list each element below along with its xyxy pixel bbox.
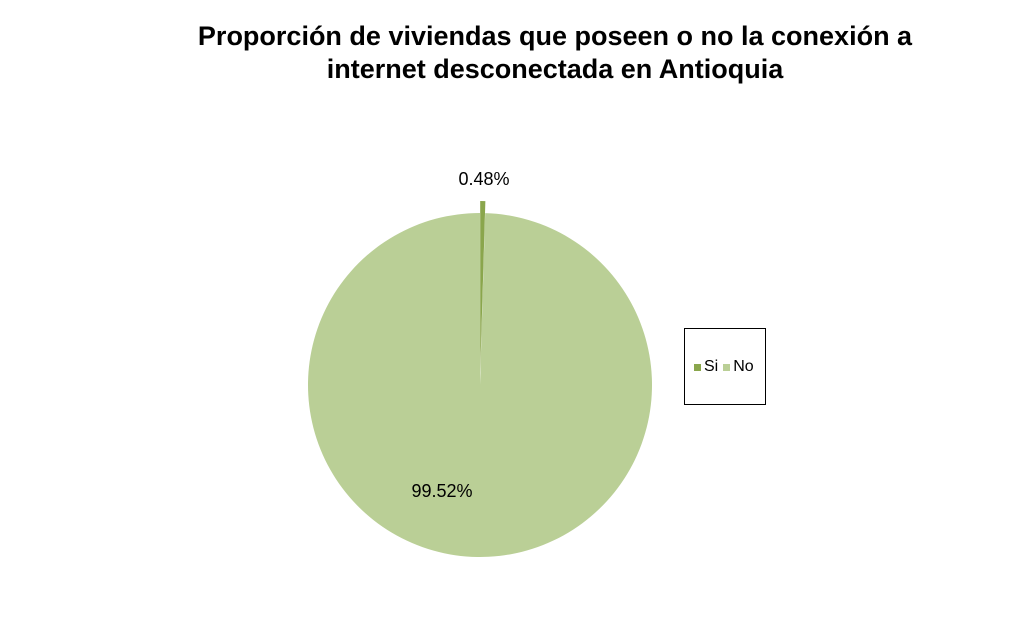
chart-title-line-2: internet desconectada en Antioquia	[326, 54, 784, 84]
legend-item-si: Si	[694, 358, 718, 376]
legend-label-si: Si	[704, 358, 719, 375]
legend-swatch-no	[723, 363, 731, 371]
legend-item-no: No	[723, 358, 754, 376]
pie-slice-si	[480, 201, 486, 374]
legend-swatch-si	[694, 363, 701, 371]
pie-slice-no	[307, 213, 652, 558]
chart-title: Proporción de viviendas que poseen o no …	[120, 20, 990, 86]
data-label-no: 99.52%	[411, 481, 472, 501]
chart-title-line-1: Proporción de viviendas que poseen o no …	[197, 21, 913, 51]
legend: Si No	[684, 328, 766, 405]
data-label-si: 0.48%	[458, 169, 509, 189]
legend-label-no: No	[733, 358, 754, 375]
